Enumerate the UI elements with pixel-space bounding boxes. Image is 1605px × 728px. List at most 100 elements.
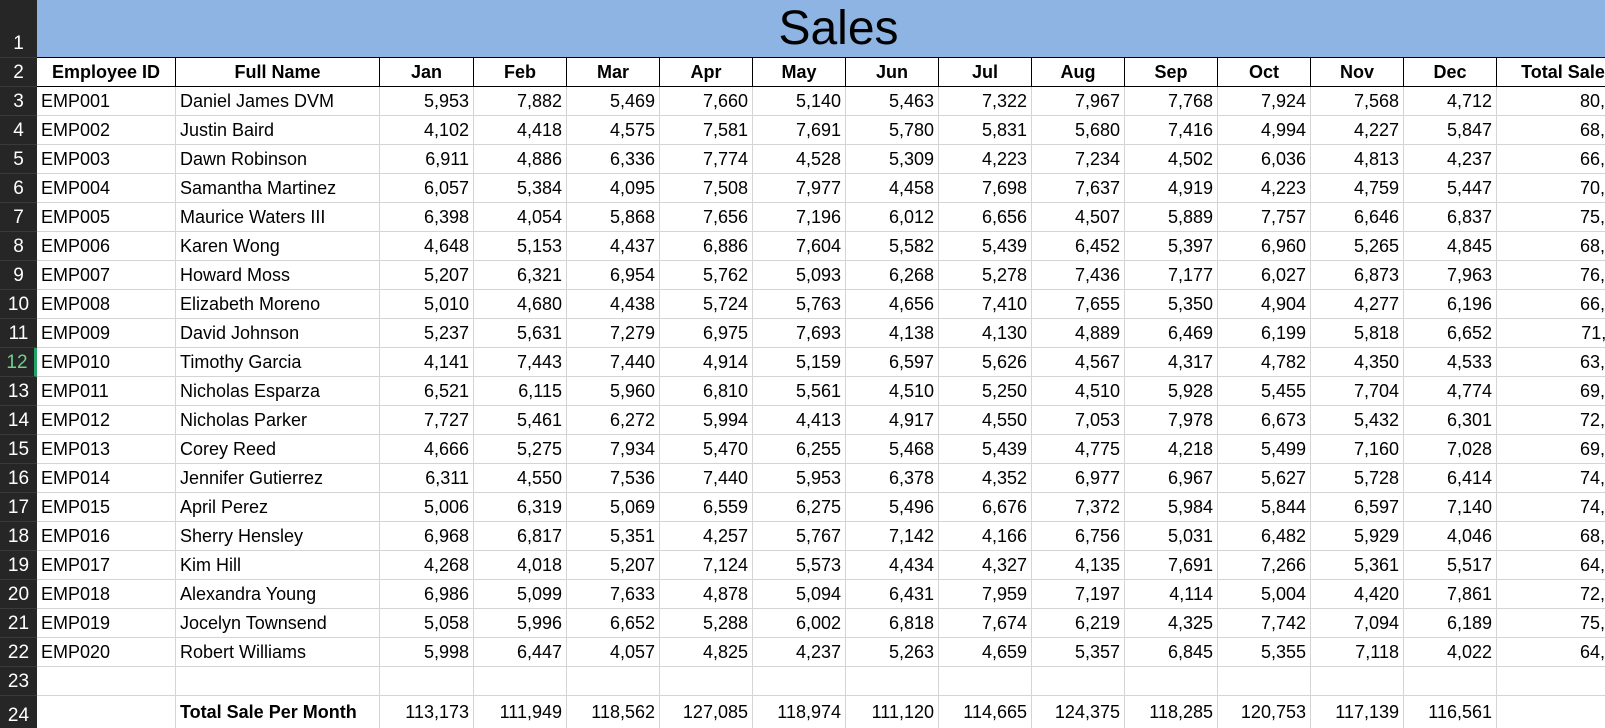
table-cell[interactable]: 4,057 [567,638,660,667]
table-cell[interactable]: 5,953 [380,87,474,116]
table-cell[interactable]: 5,159 [753,348,846,377]
table-cell[interactable]: EMP018 [37,580,176,609]
table-cell[interactable]: 5,561 [753,377,846,406]
table-cell[interactable]: 4,904 [1218,290,1311,319]
table-cell[interactable]: 5,469 [567,87,660,116]
table-cell[interactable]: 7,440 [660,464,753,493]
table-cell[interactable] [1311,667,1404,696]
table-cell[interactable]: 6,986 [380,580,474,609]
table-cell[interactable]: 6,196 [1404,290,1497,319]
table-cell[interactable]: 7,757 [1218,203,1311,232]
table-cell[interactable]: 5,265 [1311,232,1404,261]
table-cell[interactable]: 5,397 [1125,232,1218,261]
total-cell[interactable]: 113,173 [380,696,474,728]
table-cell[interactable]: 5,309 [846,145,939,174]
table-cell[interactable]: 7,443 [474,348,567,377]
table-cell[interactable]: 4,845 [1404,232,1497,261]
table-cell[interactable]: 71,110 [1497,319,1605,348]
table-cell[interactable]: 6,975 [660,319,753,348]
row-header[interactable]: 13 [0,377,37,406]
row-header[interactable]: 17 [0,493,37,522]
table-cell[interactable]: 7,978 [1125,406,1218,435]
column-header-cell[interactable]: Jun [846,58,939,87]
table-cell[interactable]: 7,698 [939,174,1032,203]
table-cell[interactable]: 6,977 [1032,464,1125,493]
table-cell[interactable] [1032,667,1125,696]
table-cell[interactable]: 5,994 [660,406,753,435]
table-cell[interactable]: Sherry Hensley [176,522,380,551]
table-cell[interactable]: 5,496 [846,493,939,522]
table-cell[interactable]: 6,378 [846,464,939,493]
column-header-cell[interactable]: Feb [474,58,567,87]
table-cell[interactable]: EMP012 [37,406,176,435]
table-cell[interactable]: 4,413 [753,406,846,435]
table-cell[interactable] [567,667,660,696]
table-cell[interactable]: 5,275 [474,435,567,464]
table-cell[interactable]: 5,831 [939,116,1032,145]
table-cell[interactable]: 4,712 [1404,87,1497,116]
column-header-cell[interactable]: Sep [1125,58,1218,87]
table-cell[interactable]: 4,666 [380,435,474,464]
table-cell[interactable]: Jocelyn Townsend [176,609,380,638]
table-cell[interactable]: 4,533 [1404,348,1497,377]
table-cell[interactable]: 7,768 [1125,87,1218,116]
table-cell[interactable]: 80,828 [1497,87,1605,116]
table-cell[interactable]: 4,759 [1311,174,1404,203]
table-cell[interactable]: 5,384 [474,174,567,203]
total-cell[interactable]: 118,562 [567,696,660,728]
table-cell[interactable]: 4,141 [380,348,474,377]
table-cell[interactable]: EMP014 [37,464,176,493]
table-cell[interactable] [474,667,567,696]
table-cell[interactable]: 7,934 [567,435,660,464]
table-cell[interactable]: 7,691 [753,116,846,145]
table-cell[interactable]: EMP008 [37,290,176,319]
column-header-cell[interactable]: Jan [380,58,474,87]
table-cell[interactable]: EMP019 [37,609,176,638]
table-cell[interactable]: 6,756 [1032,522,1125,551]
table-cell[interactable]: EMP007 [37,261,176,290]
table-cell[interactable]: 5,153 [474,232,567,261]
table-cell[interactable]: Jennifer Gutierrez [176,464,380,493]
table-cell[interactable]: 7,742 [1218,609,1311,638]
total-cell[interactable]: 118,285 [1125,696,1218,728]
table-cell[interactable]: EMP013 [37,435,176,464]
table-cell[interactable]: 4,434 [846,551,939,580]
table-cell[interactable]: EMP004 [37,174,176,203]
table-cell[interactable]: 7,977 [753,174,846,203]
table-cell[interactable]: Timothy Garcia [176,348,380,377]
table-cell[interactable]: 6,817 [474,522,567,551]
table-cell[interactable]: 6,482 [1218,522,1311,551]
table-cell[interactable]: 5,953 [753,464,846,493]
column-header-cell[interactable]: Oct [1218,58,1311,87]
table-cell[interactable]: 4,437 [567,232,660,261]
table-cell[interactable]: 6,960 [1218,232,1311,261]
table-cell[interactable]: 76,359 [1497,261,1605,290]
table-cell[interactable]: 7,196 [753,203,846,232]
table-cell[interactable]: EMP015 [37,493,176,522]
table-cell[interactable]: 6,597 [1311,493,1404,522]
table-cell[interactable]: 5,889 [1125,203,1218,232]
table-cell[interactable]: EMP002 [37,116,176,145]
table-cell[interactable]: 4,327 [939,551,1032,580]
table-cell[interactable]: 6,219 [1032,609,1125,638]
table-cell[interactable] [846,667,939,696]
table-cell[interactable]: 4,458 [846,174,939,203]
table-cell[interactable]: 6,469 [1125,319,1218,348]
table-cell[interactable]: 4,325 [1125,609,1218,638]
table-cell[interactable]: 6,002 [753,609,846,638]
table-cell[interactable]: 5,447 [1404,174,1497,203]
table-cell[interactable] [753,667,846,696]
table-cell[interactable]: 6,886 [660,232,753,261]
table-cell[interactable]: 4,680 [474,290,567,319]
table-cell[interactable]: 7,660 [660,87,753,116]
table-cell[interactable]: 5,207 [380,261,474,290]
table-cell[interactable]: 7,177 [1125,261,1218,290]
row-header[interactable]: 24 [0,696,37,728]
table-cell[interactable]: 4,317 [1125,348,1218,377]
table-cell[interactable]: 5,631 [474,319,567,348]
table-cell[interactable]: 7,959 [939,580,1032,609]
table-cell[interactable]: 6,272 [567,406,660,435]
row-header[interactable]: 3 [0,87,37,116]
table-cell[interactable]: 5,432 [1311,406,1404,435]
table-cell[interactable]: 7,094 [1311,609,1404,638]
